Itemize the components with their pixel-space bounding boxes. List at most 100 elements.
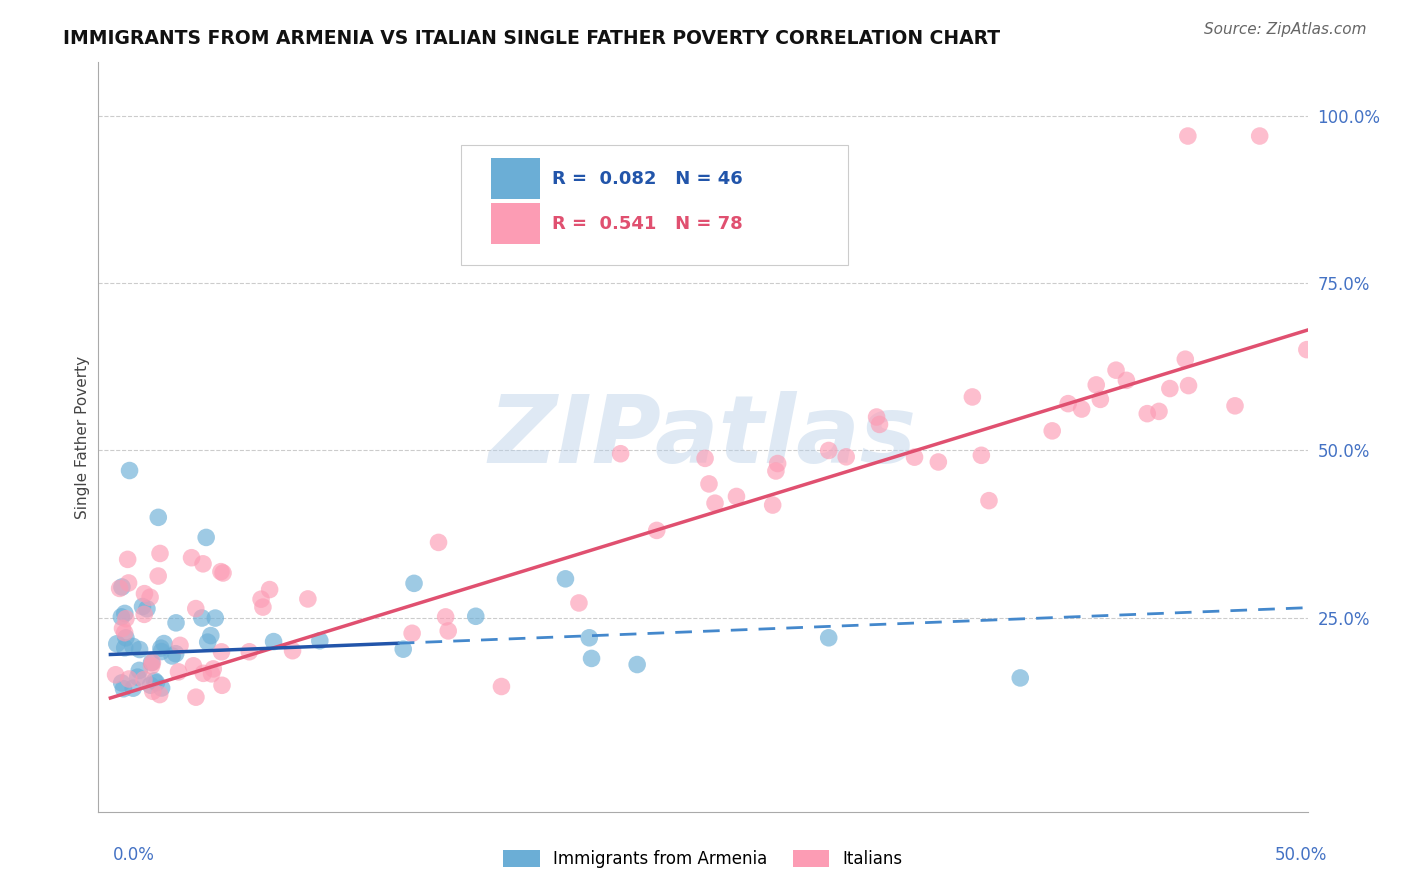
Text: 0.0%: 0.0% [112, 846, 155, 863]
Point [105, 637, 128, 651]
Point [402, 576, 425, 591]
Legend: Immigrants from Armenia, Italians: Immigrants from Armenia, Italians [496, 843, 910, 875]
Point [160, 648, 183, 663]
Point [127, 670, 149, 684]
Point [491, 680, 513, 694]
Point [184, 601, 207, 615]
Y-axis label: Single Father Poverty: Single Father Poverty [75, 356, 90, 518]
Point [139, 591, 162, 605]
Point [141, 656, 163, 670]
Point [1295, 343, 1317, 357]
Point [131, 599, 153, 614]
Point [191, 611, 214, 625]
Point [609, 447, 631, 461]
Point [581, 651, 603, 665]
Point [1057, 396, 1080, 410]
Point [145, 675, 167, 690]
Point [183, 658, 205, 673]
Point [148, 569, 170, 583]
Text: R =  0.541   N = 78: R = 0.541 N = 78 [551, 215, 742, 233]
Text: 50.0%: 50.0% [1274, 846, 1327, 863]
Point [184, 690, 207, 705]
Point [200, 666, 222, 681]
Point [108, 582, 131, 596]
Point [136, 601, 159, 615]
Point [817, 631, 839, 645]
Point [139, 678, 162, 692]
Point [191, 557, 214, 571]
Point [115, 631, 138, 645]
Point [308, 633, 330, 648]
Point [437, 624, 460, 638]
Point [835, 450, 858, 464]
Point [122, 681, 145, 696]
Point [1115, 373, 1137, 387]
Point [153, 636, 176, 650]
FancyBboxPatch shape [461, 145, 848, 265]
Point [626, 657, 648, 672]
Point [903, 450, 925, 465]
Point [297, 591, 319, 606]
Point [132, 673, 155, 687]
Point [693, 451, 716, 466]
Point [725, 490, 748, 504]
Point [252, 600, 274, 615]
Text: ZIPatlas: ZIPatlas [489, 391, 917, 483]
Bar [492, 202, 540, 244]
Point [150, 644, 173, 658]
Point [578, 631, 600, 645]
Point [1090, 392, 1112, 407]
Point [111, 621, 134, 635]
Point [149, 546, 172, 560]
Point [1040, 424, 1063, 438]
Point [401, 626, 423, 640]
Point [238, 645, 260, 659]
Point [112, 681, 135, 696]
Point [697, 476, 720, 491]
Point [149, 688, 172, 702]
Point [118, 464, 141, 478]
Point [117, 552, 139, 566]
Point [977, 493, 1000, 508]
Point [193, 666, 215, 681]
Point [766, 457, 789, 471]
Point [202, 662, 225, 676]
Point [865, 410, 887, 425]
Point [114, 640, 136, 655]
Point [141, 658, 163, 673]
Point [392, 642, 415, 657]
Point [568, 596, 591, 610]
Text: R =  0.082   N = 46: R = 0.082 N = 46 [551, 169, 742, 187]
Point [259, 582, 281, 597]
Point [1177, 378, 1199, 392]
Text: Source: ZipAtlas.com: Source: ZipAtlas.com [1204, 22, 1367, 37]
Point [1177, 129, 1199, 144]
Point [204, 611, 226, 625]
Point [104, 667, 127, 681]
Point [150, 681, 173, 695]
Point [141, 656, 163, 670]
Point [209, 565, 232, 579]
Point [250, 592, 273, 607]
Point [869, 417, 891, 432]
Point [1159, 382, 1181, 396]
Point [704, 496, 727, 510]
Point [128, 664, 150, 678]
Point [118, 672, 141, 686]
Point [195, 530, 218, 544]
Text: IMMIGRANTS FROM ARMENIA VS ITALIAN SINGLE FATHER POVERTY CORRELATION CHART: IMMIGRANTS FROM ARMENIA VS ITALIAN SINGL… [63, 29, 1001, 47]
Point [165, 615, 187, 630]
Bar [492, 158, 540, 199]
Point [148, 510, 170, 524]
Point [1136, 407, 1159, 421]
Point [111, 676, 134, 690]
Point [962, 390, 984, 404]
Point [180, 550, 202, 565]
Point [1249, 129, 1271, 144]
Point [645, 524, 668, 538]
Point [143, 673, 166, 688]
Point [149, 641, 172, 656]
Point [114, 625, 136, 640]
Point [1010, 671, 1032, 685]
Point [212, 566, 235, 580]
